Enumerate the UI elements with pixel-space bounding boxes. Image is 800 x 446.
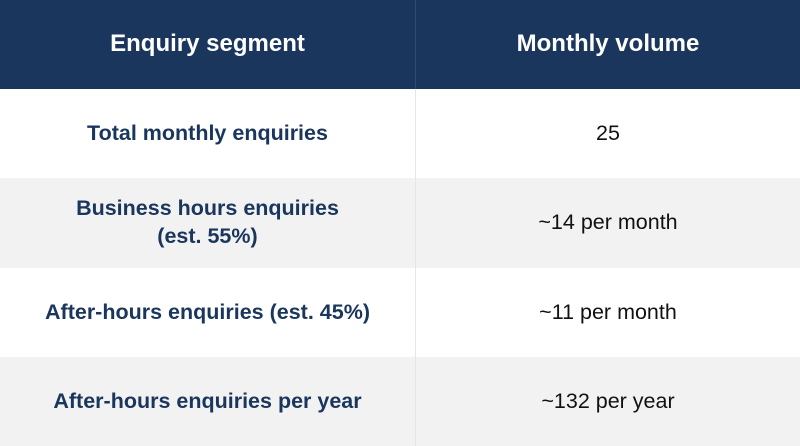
volume-cell: ~132 per year (416, 357, 800, 446)
segment-text: Business hours enquiries (est. 55%) (76, 196, 339, 248)
header-monthly-volume: Monthly volume (416, 0, 800, 89)
header-enquiry-segment: Enquiry segment (0, 0, 416, 89)
segment-cell: Business hours enquiries (est. 55%) (0, 178, 416, 268)
volume-cell: 25 (416, 89, 800, 178)
segment-cell: After-hours enquiries per year (0, 357, 416, 446)
volume-cell: ~14 per month (416, 178, 800, 268)
volume-cell: ~11 per month (416, 268, 800, 357)
segment-cell: Total monthly enquiries (0, 89, 416, 178)
segment-cell: After-hours enquiries (est. 45%) (0, 268, 416, 357)
